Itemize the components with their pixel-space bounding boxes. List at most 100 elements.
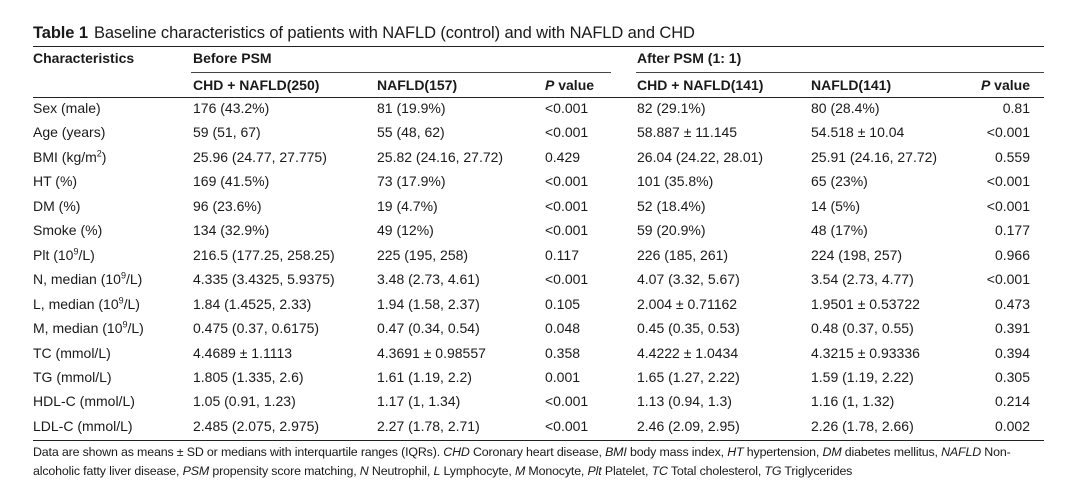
table-cell-p1: <0.001: [545, 417, 589, 434]
footnote-text: Triglycerides: [781, 464, 853, 478]
header-nafld-after: NAFLD(141): [811, 77, 892, 93]
row-label-suffix: ): [101, 148, 107, 165]
table-cell-c2: 3.48 (2.73, 4.61): [377, 271, 480, 288]
row-label-suffix: /L): [125, 271, 143, 288]
row-label: TC (mmol/L): [33, 344, 111, 362]
row-label: HT (%): [33, 172, 77, 190]
table-cell-c4: 3.54 (2.73, 4.77): [811, 271, 914, 288]
row-label-text: Plt (10: [33, 246, 74, 263]
table-cell-p1: 0.105: [545, 295, 581, 312]
row-label-text: Smoke (%): [33, 222, 103, 239]
table-cell-c2: 1.61 (1.19, 2.2): [377, 368, 472, 385]
table-cell-p2: 0.177: [994, 222, 1030, 239]
row-label-text: BMI (kg/m: [33, 148, 97, 165]
row-label-suffix: /L): [127, 320, 144, 337]
header-characteristics: Characteristics: [33, 50, 135, 66]
table-cell-c2: 0.47 (0.34, 0.54): [377, 320, 480, 337]
table-cell-c4: 65 (23%): [811, 173, 868, 190]
row-label-superscript: 2: [96, 148, 102, 159]
table-cell-c3: 82 (29.1%): [637, 100, 706, 116]
row-label-text: TC (mmol/L): [33, 344, 111, 361]
row-label-text: M, median (10: [33, 320, 123, 337]
row-label: N, median (109/L): [33, 270, 142, 288]
table-cell-c4: 1.59 (1.19, 2.22): [811, 368, 914, 385]
footnote-abbreviation: Plt: [587, 464, 602, 478]
table-cell-p1: <0.001: [545, 197, 589, 214]
footnote-abbreviation: NAFLD: [941, 445, 981, 459]
footnote-abbreviation: CHD: [443, 445, 470, 459]
footnote-text: diabetes mellitus,: [841, 445, 942, 459]
top-rule: [33, 46, 1044, 48]
footnote-abbreviation: PSM: [182, 464, 210, 478]
table-cell-c3: 4.07 (3.32, 5.67): [637, 271, 740, 288]
row-label: Age (years): [33, 123, 105, 141]
footnote-text: Lymphocyte,: [440, 464, 515, 478]
row-label: HDL-C (mmol/L): [33, 392, 135, 410]
row-label-text: N, median (10: [33, 271, 121, 288]
table-cell-c1: 134 (32.9%): [193, 222, 270, 239]
table-cell-p1: <0.001: [545, 173, 589, 190]
table-cell-c3: 26.04 (24.22, 28.01): [637, 148, 764, 165]
table-cell-c2: 73 (17.9%): [377, 173, 446, 190]
table-cell-p2: 0.966: [994, 246, 1030, 263]
table-cell-c1: 59 (51, 67): [193, 124, 261, 141]
table-cell-c4: 48 (17%): [811, 222, 868, 239]
table-cell-c2: 19 (4.7%): [377, 197, 438, 214]
table-cell-p2: <0.001: [986, 197, 1030, 214]
footnote-abbreviation: TG: [764, 464, 782, 478]
p-rest: value: [990, 77, 1030, 93]
table-cell-c1: 169 (41.5%): [193, 173, 270, 190]
row-label-suffix: /L): [78, 246, 95, 263]
footnote-abbreviation: HT: [727, 445, 744, 459]
header-chd-nafld-after: CHD + NAFLD(141): [637, 77, 764, 93]
table-cell-c3: 52 (18.4%): [637, 197, 706, 214]
row-label-text: LDL-C (mmol/L): [33, 417, 133, 434]
row-label-text: DM (%): [33, 197, 81, 214]
p-rest: value: [554, 77, 595, 93]
footnote-text: Data are shown as means ± SD or medians …: [33, 445, 444, 459]
row-label-text: L, median (10: [33, 295, 119, 312]
row-label-suffix: /L): [123, 295, 140, 312]
header-rule: [33, 97, 1044, 98]
table-cell-c2: 49 (12%): [377, 222, 434, 239]
footnote-text: Monocyte,: [525, 464, 588, 478]
table-cell-p1: <0.001: [545, 271, 589, 288]
table-cell-c1: 4.335 (3.4325, 5.9375): [193, 271, 335, 288]
table-cell-p2: 0.305: [994, 368, 1030, 385]
table-cell-p1: <0.001: [545, 124, 589, 141]
row-label: Plt (109/L): [33, 246, 95, 264]
before-group-rule: [191, 72, 611, 73]
bottom-rule: [33, 440, 1044, 442]
row-label-superscript: 9: [118, 294, 124, 305]
table-cell-c4: 224 (198, 257): [811, 246, 903, 263]
row-label: L, median (109/L): [33, 295, 140, 313]
table-cell-c3: 59 (20.9%): [637, 222, 706, 239]
table-cell-c1: 176 (43.2%): [193, 100, 270, 116]
table-cell-p2: <0.001: [986, 124, 1030, 141]
footnote-abbreviation: TC: [651, 464, 668, 478]
table-cell-c1: 1.805 (1.335, 2.6): [193, 368, 304, 385]
table-cell-c4: 54.518 ± 10.04: [811, 124, 905, 141]
table-cell-c3: 58.887 ± 11.145: [637, 124, 738, 141]
row-label: DM (%): [33, 197, 80, 215]
table-cell-p1: <0.001: [545, 100, 589, 116]
table-caption: Baseline characteristics of patients wit…: [93, 24, 695, 42]
table-title: Table 1 Baseline characteristics of patie…: [33, 24, 695, 43]
table-cell-c4: 0.48 (0.37, 0.55): [811, 320, 914, 337]
row-label-text: HT (%): [33, 173, 78, 190]
table-cell-p2: <0.001: [986, 173, 1030, 190]
footnote-abbreviation: L: [433, 464, 441, 478]
table-cell-c1: 216.5 (177.25, 258.25): [193, 246, 335, 263]
table-cell-c3: 226 (185, 261): [637, 246, 729, 263]
table-cell-p1: 0.048: [545, 320, 581, 337]
p-italic: P: [545, 77, 555, 93]
table-cell-c3: 2.004 ± 0.71162: [637, 295, 738, 312]
footnote-text: propensity score matching,: [209, 464, 360, 478]
row-label: LDL-C (mmol/L): [33, 417, 133, 435]
row-label-text: HDL-C (mmol/L): [33, 393, 135, 410]
row-label: M, median (109/L): [33, 319, 144, 337]
table-cell-p1: <0.001: [545, 222, 589, 239]
after-group-rule: [636, 72, 1044, 73]
table-cell-p2: 0.391: [994, 320, 1030, 337]
